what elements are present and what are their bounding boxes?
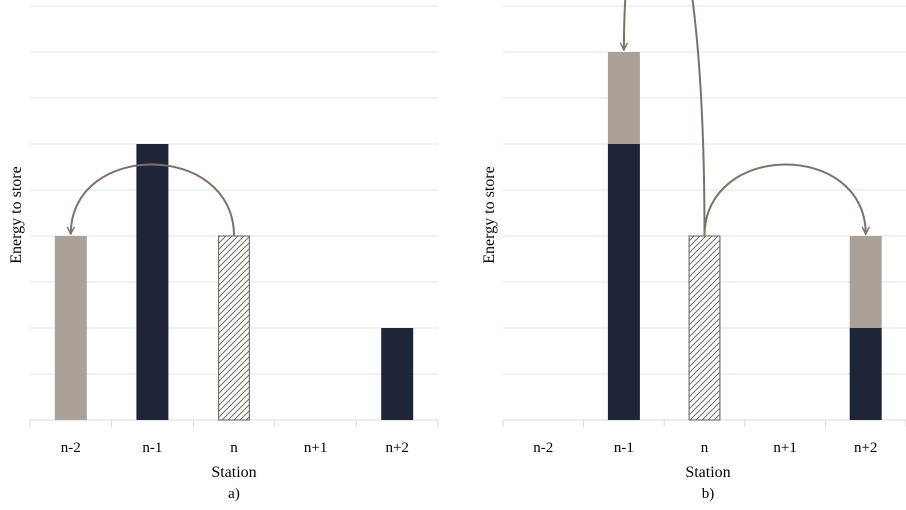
x-tick-labels-b: n-2 n-1 n n+1 n+2: [533, 440, 877, 456]
x-tick-label: n-1: [614, 440, 634, 456]
x-tick-label: n: [230, 440, 238, 456]
x-tick-label: n-2: [61, 440, 81, 456]
transfer-arrow-n-to-n+2: [703, 163, 866, 237]
x-tick-labels-a: n-2 n-1 n n+1 n+2: [61, 440, 409, 456]
x-tick-label: n-1: [142, 440, 162, 456]
bar-n-1-series-0: [607, 144, 640, 420]
y-axis-label-b: Energy to store: [481, 166, 498, 263]
x-axis-label-b: Station: [685, 464, 730, 481]
bar-n-series-2: [218, 235, 251, 421]
x-tick-label: n: [701, 440, 709, 456]
x-axis-label-a: Station: [211, 464, 256, 481]
bar-n-2-series-1: [54, 236, 87, 420]
gridlines-a: [30, 5, 438, 375]
arrows-a: [71, 163, 235, 237]
y-axis-label-a: Energy to store: [8, 166, 25, 263]
panel-label-b: b): [702, 486, 715, 502]
x-ticks-b: [502, 420, 906, 427]
bar-n-series-2: [688, 235, 721, 421]
bar-n-1-series-1: [607, 52, 640, 144]
x-tick-label: n+2: [385, 440, 408, 456]
bars-b: [607, 52, 882, 421]
bar-n+2-series-1: [849, 236, 882, 328]
chart-panel-b: n-2 n-1 n n+1 n+2 Station b) Energy to s…: [481, 0, 906, 502]
x-tick-label: n+2: [854, 440, 877, 456]
bar-n+2-series-0: [381, 328, 414, 420]
chart-panel-a: n-2 n-1 n n+1 n+2 Station a) Energy to s…: [8, 5, 439, 502]
x-ticks-a: [29, 420, 439, 427]
x-tick-label: n+1: [773, 440, 796, 456]
bar-n-1-series-0: [136, 144, 169, 420]
bar-n+2-series-0: [849, 328, 882, 420]
transfer-arrow-n-to-n-2: [71, 163, 235, 237]
x-tick-label: n-2: [533, 440, 553, 456]
bars-a: [54, 144, 414, 421]
panel-label-a: a): [228, 486, 240, 502]
x-tick-label: n+1: [304, 440, 327, 456]
transfer-arrow-n-to-n-1: [624, 0, 706, 237]
arrows-b: [624, 0, 866, 237]
